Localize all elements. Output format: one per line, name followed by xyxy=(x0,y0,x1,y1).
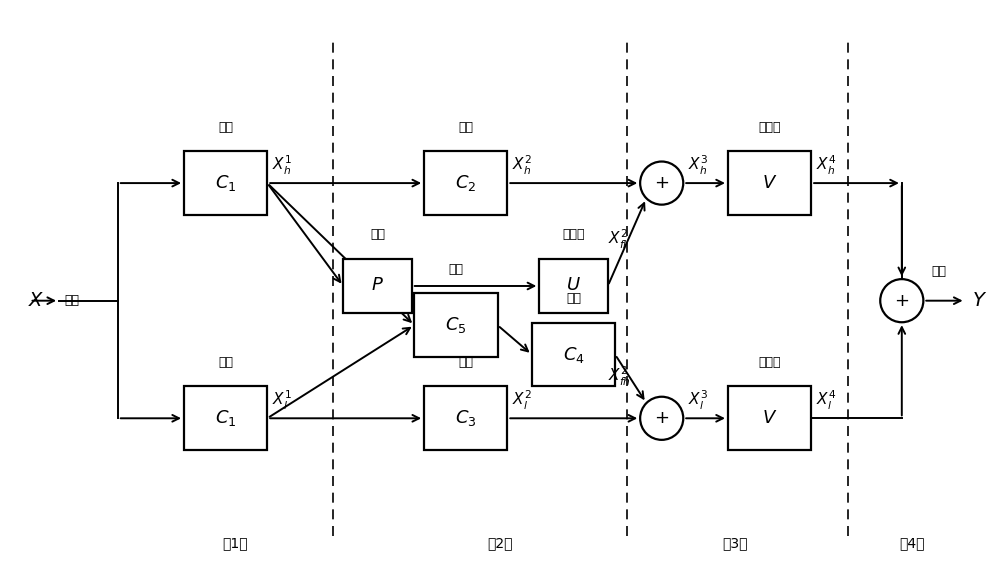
Text: $X_{fl}^2$: $X_{fl}^2$ xyxy=(608,228,628,251)
Text: 卷积: 卷积 xyxy=(458,356,473,369)
Text: 输出: 输出 xyxy=(931,265,946,278)
Text: 反卷积: 反卷积 xyxy=(758,356,781,369)
Text: 卷积: 卷积 xyxy=(458,120,473,134)
Text: 输入: 输入 xyxy=(64,294,79,307)
Text: 第4级: 第4级 xyxy=(899,537,924,550)
Text: $X_h^4$: $X_h^4$ xyxy=(816,154,836,177)
Text: $X_l^3$: $X_l^3$ xyxy=(688,389,708,412)
Text: $X_h^1$: $X_h^1$ xyxy=(272,154,292,177)
Bar xyxy=(343,259,412,313)
Text: $C_1$: $C_1$ xyxy=(215,173,236,193)
Text: 卷积: 卷积 xyxy=(218,120,233,134)
Text: 反卷积: 反卷积 xyxy=(758,120,781,134)
Bar xyxy=(184,387,267,450)
Text: $X_l^4$: $X_l^4$ xyxy=(816,389,836,412)
Text: 卷积: 卷积 xyxy=(566,292,581,305)
Text: $X_{fh}^2$: $X_{fh}^2$ xyxy=(608,365,631,388)
Text: 第1级: 第1级 xyxy=(223,537,248,550)
Text: 上采样: 上采样 xyxy=(562,228,585,242)
Text: $C_5$: $C_5$ xyxy=(445,315,467,335)
Text: $C_4$: $C_4$ xyxy=(563,344,584,365)
Text: 第2级: 第2级 xyxy=(487,537,513,550)
Text: $X_h^3$: $X_h^3$ xyxy=(688,154,708,177)
Text: 池化: 池化 xyxy=(370,228,385,242)
Bar xyxy=(424,387,507,450)
Text: $C_1$: $C_1$ xyxy=(215,408,236,428)
Text: $C_3$: $C_3$ xyxy=(455,408,476,428)
Text: $X_l^2$: $X_l^2$ xyxy=(512,389,532,412)
Text: $P$: $P$ xyxy=(371,278,384,295)
Text: +: + xyxy=(654,174,669,192)
Text: $X$: $X$ xyxy=(28,291,44,310)
Text: 卷积: 卷积 xyxy=(218,356,233,369)
Circle shape xyxy=(880,279,923,322)
Bar xyxy=(532,323,615,387)
Text: 第3级: 第3级 xyxy=(722,537,748,550)
Bar xyxy=(728,387,811,450)
Text: $Y$: $Y$ xyxy=(972,291,988,310)
Bar xyxy=(184,151,267,215)
Text: $V$: $V$ xyxy=(762,410,777,427)
Bar xyxy=(539,259,608,313)
Bar xyxy=(424,151,507,215)
Text: $X_l^1$: $X_l^1$ xyxy=(272,389,292,412)
Circle shape xyxy=(640,162,683,204)
Text: +: + xyxy=(894,292,909,309)
Bar xyxy=(414,293,498,357)
Text: $U$: $U$ xyxy=(566,278,581,295)
Text: $V$: $V$ xyxy=(762,175,777,192)
Bar xyxy=(728,151,811,215)
Circle shape xyxy=(640,397,683,440)
Text: 卷积: 卷积 xyxy=(448,263,463,276)
Text: $X_h^2$: $X_h^2$ xyxy=(512,154,532,177)
Text: $C_2$: $C_2$ xyxy=(455,173,476,193)
Text: +: + xyxy=(654,409,669,427)
